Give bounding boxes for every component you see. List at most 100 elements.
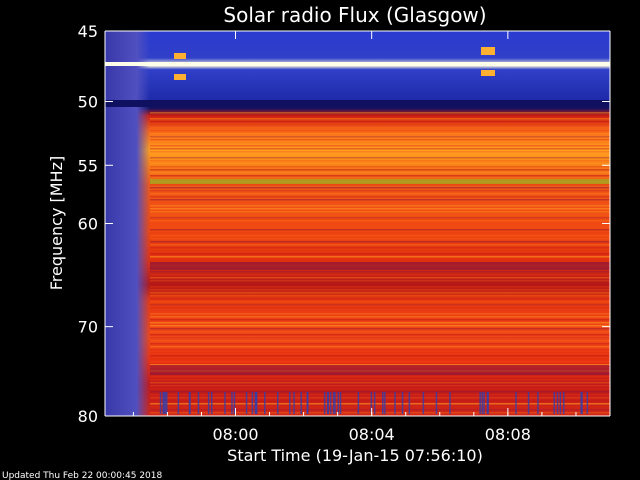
texture-stripe: [150, 379, 610, 381]
texture-stripe: [150, 124, 610, 126]
texture-spike: [327, 392, 329, 414]
texture-stripe: [150, 136, 610, 138]
texture-spike: [233, 392, 236, 414]
texture-spike: [563, 392, 565, 414]
texture-stripe: [150, 250, 610, 252]
texture-stripe: [150, 376, 610, 378]
texture-stripe: [150, 253, 610, 255]
texture-stripe: [150, 226, 610, 228]
texture-stripe: [150, 292, 610, 294]
texture-spike: [527, 392, 530, 414]
texture-stripe: [150, 310, 610, 312]
texture-stripe: [150, 304, 610, 306]
texture-stripe: [150, 175, 610, 177]
texture-spike: [408, 392, 411, 414]
texture-stripe: [150, 232, 610, 234]
texture-stripe: [150, 244, 610, 246]
texture-stripe: [150, 271, 610, 273]
texture-stripe: [150, 319, 610, 321]
texture-stripe: [150, 406, 610, 408]
texture-spike: [245, 392, 248, 414]
texture-spike: [251, 392, 254, 414]
texture-stripe: [150, 352, 610, 354]
texture-spike: [254, 392, 257, 414]
texture-stripe: [150, 217, 610, 219]
texture-spike: [339, 392, 342, 414]
texture-stripe: [150, 403, 610, 405]
texture-stripe: [150, 151, 610, 153]
y-tick-label: 45: [78, 22, 98, 41]
texture-stripe: [150, 247, 610, 249]
texture-stripe: [150, 280, 610, 282]
texture-stripe: [150, 214, 610, 216]
texture-stripe: [150, 190, 610, 192]
texture-stripe: [150, 172, 610, 174]
band-line: [105, 62, 610, 66]
texture-stripe: [150, 397, 610, 399]
texture-stripe: [150, 205, 610, 207]
y-axis-label: Frequency [MHz]: [47, 156, 66, 290]
texture-stripe: [150, 256, 610, 258]
texture-spike: [293, 392, 295, 414]
texture-stripe: [150, 166, 610, 168]
texture-stripe: [150, 391, 610, 393]
texture-spike: [515, 392, 517, 414]
texture-spike: [164, 392, 166, 414]
y-tick-label: 80: [78, 407, 98, 426]
texture-spike: [329, 392, 332, 414]
band-line: [150, 179, 610, 184]
y-tick-label: 55: [78, 156, 98, 175]
texture-spike: [553, 392, 555, 414]
y-axis: 45 50 55 60 70 80: [78, 22, 611, 426]
texture-spike: [559, 392, 562, 414]
texture-stripe: [150, 157, 610, 159]
texture-stripe: [150, 145, 610, 147]
texture-stripe: [150, 328, 610, 330]
texture-stripe: [150, 349, 610, 351]
footer-updated: Updated Thu Feb 22 00:00:45 2018: [2, 471, 163, 480]
texture-spike: [483, 392, 485, 414]
texture-stripe: [150, 193, 610, 195]
texture-stripe: [150, 160, 610, 162]
texture-spike: [394, 392, 396, 414]
texture-stripe: [150, 301, 610, 303]
texture-stripe: [150, 118, 610, 120]
texture-stripe: [150, 331, 610, 333]
texture-stripe: [150, 412, 610, 414]
y-tick-label: 70: [78, 318, 98, 337]
texture-stripe: [150, 382, 610, 384]
texture-spike: [334, 392, 336, 414]
texture-stripe: [150, 274, 610, 276]
texture-spike: [163, 392, 165, 414]
texture-stripe: [150, 178, 610, 180]
texture-stripe: [150, 346, 610, 348]
texture-spike: [197, 392, 200, 414]
texture-stripe: [150, 322, 610, 324]
texture-stripe: [150, 208, 610, 210]
texture-spike: [177, 392, 180, 414]
texture-stripe: [150, 199, 610, 201]
texture-spike: [384, 392, 386, 414]
burst-mark: [481, 47, 495, 55]
texture-stripe: [150, 334, 610, 336]
texture-spike: [264, 392, 266, 414]
texture-spike: [159, 392, 162, 414]
texture-spike: [166, 392, 168, 414]
spectral-bands: [105, 47, 610, 414]
texture-stripe: [150, 313, 610, 315]
texture-stripe: [150, 358, 610, 360]
texture-stripe: [150, 364, 610, 366]
x-axis-label: Start Time (19-Jan-15 07:56:10): [227, 446, 483, 465]
texture-stripe: [150, 355, 610, 357]
texture-stripe: [150, 394, 610, 396]
texture-stripe: [150, 343, 610, 345]
texture-stripe: [150, 295, 610, 297]
texture-stripe: [150, 163, 610, 165]
texture-spike: [435, 392, 438, 414]
texture-stripe: [150, 316, 610, 318]
texture-spike: [211, 392, 213, 414]
texture-stripe: [150, 133, 610, 135]
texture-spike: [449, 392, 451, 414]
texture-stripe: [150, 130, 610, 132]
